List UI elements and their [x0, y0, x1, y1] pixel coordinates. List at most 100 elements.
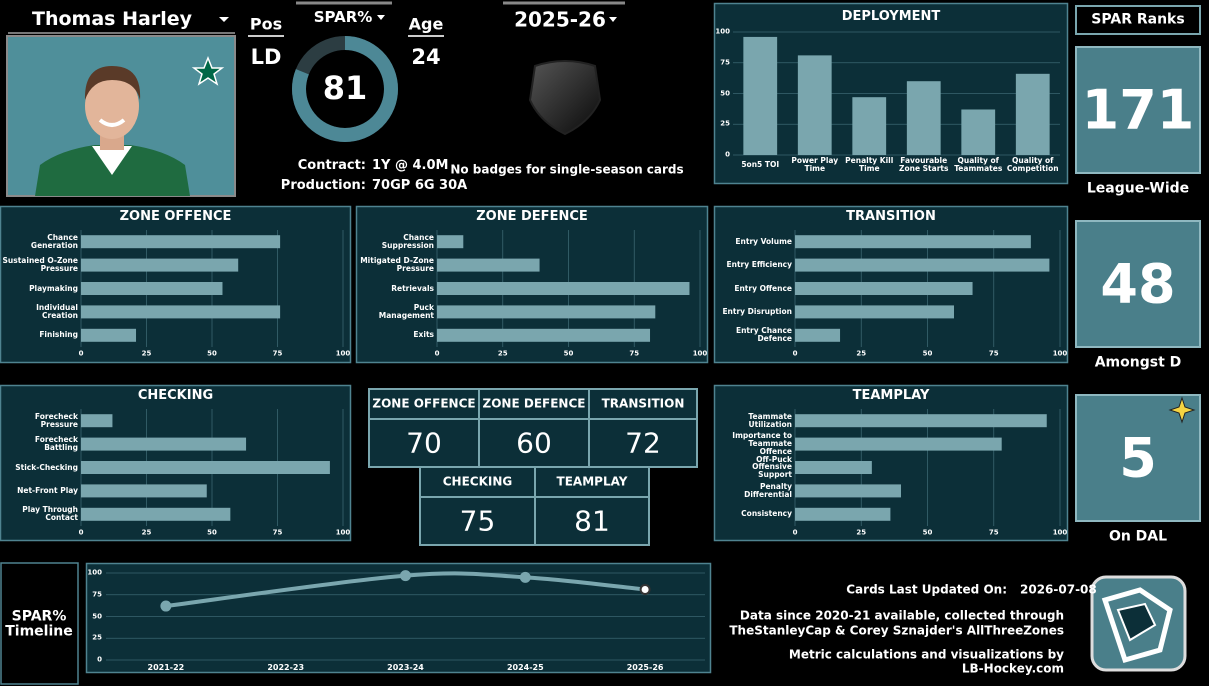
chart-title: CHECKING [137, 388, 214, 404]
x-tick-label: 100 [335, 528, 351, 537]
y-tick-label: 75 [92, 590, 102, 599]
bar [795, 461, 872, 474]
x-tick-label: 2025-26 [626, 662, 664, 672]
x-tick-label: 2024-25 [506, 662, 544, 672]
x-tick-label: Quality of Teammates [954, 156, 1003, 173]
x-tick-label: 50 [207, 349, 217, 358]
x-tick-label: 0 [434, 349, 440, 358]
y-tick-label: Importance to Teammate Offence [732, 431, 792, 457]
bar [795, 507, 891, 521]
chart-title: DEPLOYMENT [841, 9, 941, 25]
score-label: CHECKING [442, 474, 513, 489]
bar [906, 81, 941, 155]
x-tick-label: 75 [988, 349, 999, 358]
timeline-line [165, 571, 646, 609]
chart-title: TEAMPLAY [852, 388, 930, 404]
x-tick-label: 50 [922, 528, 933, 537]
header-decor [8, 1, 625, 136]
rank-value: 48 [1100, 252, 1176, 316]
y-tick-label: Chance Suppression [381, 232, 434, 250]
production-label: Production: [280, 178, 366, 194]
rank-box [1075, 220, 1201, 348]
x-tick-label: 0 [792, 349, 798, 358]
rank-value: 5 [1119, 426, 1157, 490]
bar [797, 55, 832, 156]
player-name: Thomas Harley [32, 8, 192, 31]
x-tick-label: 100 [692, 349, 708, 358]
bar [81, 461, 330, 474]
y-tick-label: Consistency [741, 509, 792, 519]
x-tick-label: 25 [141, 528, 152, 537]
age-value: 24 [411, 44, 441, 69]
bar [81, 328, 137, 342]
season: 2025-26 [514, 7, 606, 32]
x-tick-label: 50 [563, 349, 574, 358]
bar [795, 437, 1002, 451]
bar [81, 414, 113, 428]
y-tick-label: 25 [720, 119, 730, 128]
ranks-title-box [1075, 5, 1201, 35]
bar [852, 97, 887, 155]
x-tick-label: Power Play Time [791, 156, 839, 173]
updated-label: Cards Last Updated On: [846, 582, 1007, 597]
y-tick-label: Entry Efficiency [726, 260, 792, 270]
x-tick-label: 25 [856, 349, 867, 358]
bar [81, 437, 247, 451]
timeline-label-box [0, 562, 79, 685]
rank-label: Amongst D [1094, 354, 1182, 371]
y-tick-label: Exits [413, 330, 434, 340]
y-tick-label: Stick-Checking [15, 462, 78, 472]
x-tick-label: 2023-24 [387, 662, 424, 672]
updated-date: 2026-07-08 [1020, 582, 1097, 597]
bar [795, 282, 973, 295]
production-value: 70GP 6G 30A [372, 178, 468, 194]
x-tick-label: 0 [78, 528, 84, 537]
chart-title: SPAR% Timeline [5, 608, 73, 639]
score-value: 70 [406, 426, 442, 460]
age-label: Age [408, 14, 444, 34]
y-tick-label: 25 [92, 633, 102, 642]
timeline-point [519, 571, 531, 583]
bar [81, 305, 281, 319]
y-tick-label: Chance Generation [30, 232, 78, 250]
bar [81, 507, 231, 521]
chart-title: ZONE DEFENCE [476, 209, 588, 225]
score-value: 75 [459, 504, 496, 538]
y-tick-label: Sustained O-Zone Pressure [2, 256, 78, 274]
score-value: 60 [516, 426, 552, 460]
bar [437, 235, 464, 249]
x-tick-label: 25 [141, 349, 152, 358]
timeline-point [160, 600, 172, 612]
x-tick-label: 100 [335, 349, 351, 358]
x-tick-label: 75 [629, 349, 640, 358]
score-label: ZONE DEFENCE [482, 396, 586, 411]
y-tick-label: Penalty Differential [744, 482, 792, 499]
bar [437, 305, 656, 319]
bar [437, 258, 540, 272]
bar [961, 109, 996, 155]
x-tick-label: 75 [272, 528, 283, 537]
rank-label: On DAL [1108, 528, 1168, 545]
contract-value: 1Y @ 4.0M [372, 158, 449, 174]
score-label: ZONE OFFENCE [372, 396, 476, 411]
x-tick-label: 2022-23 [267, 662, 305, 672]
score-label: TEAMPLAY [556, 474, 628, 489]
bar [81, 484, 207, 498]
y-tick-label: Entry Chance Defence [735, 326, 792, 344]
y-tick-label: Retrievals [391, 283, 434, 293]
timeline-point [400, 570, 411, 582]
y-tick-label: Puck Management [378, 303, 434, 320]
y-tick-label: Play Through Contact [22, 505, 78, 523]
bar [795, 328, 841, 342]
pos-label: Pos [249, 14, 283, 34]
x-tick-label: 50 [207, 528, 217, 537]
y-tick-label: Individual Creation [36, 303, 78, 320]
y-tick-label: Entry Disruption [722, 306, 792, 316]
badges-note: No badges for single-season cards [450, 162, 684, 177]
rank-label: League-Wide [1086, 180, 1190, 197]
chart-title: ZONE OFFENCE [119, 209, 232, 225]
y-tick-label: Finishing [39, 330, 78, 340]
footer-line: TheStanleyCap & Corey Sznajder's AllThre… [729, 623, 1064, 638]
x-tick-label: Penalty Kill Time [845, 156, 894, 173]
